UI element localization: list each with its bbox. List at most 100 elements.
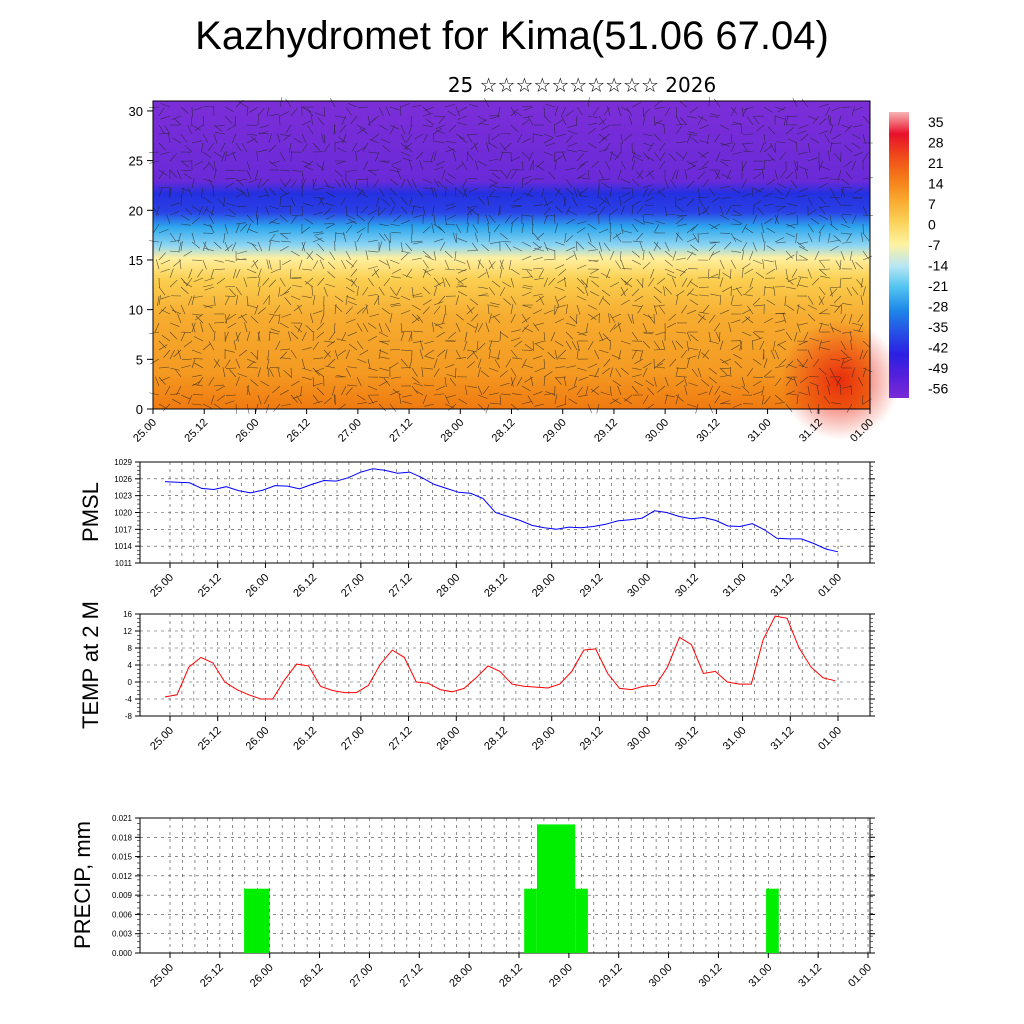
wind-barb	[548, 171, 556, 180]
wind-barb	[285, 98, 292, 108]
wind-barb	[317, 117, 325, 126]
wind-barb	[174, 368, 182, 378]
wind-barb	[592, 106, 600, 116]
wind-barb	[193, 384, 204, 387]
wind-barb	[184, 207, 193, 216]
wind-barb	[840, 358, 845, 369]
wind-barb	[664, 394, 675, 398]
wind-barb	[326, 340, 336, 348]
wind-barb	[620, 340, 631, 345]
wind-barb	[642, 261, 651, 270]
wind-barb	[499, 382, 510, 387]
wind-barb	[235, 222, 246, 225]
wind-barb	[846, 232, 853, 242]
wind-barb	[798, 166, 809, 171]
wind-barb	[798, 241, 809, 245]
wind-barb	[257, 241, 263, 252]
wind-barb	[653, 349, 664, 351]
wind-barb	[413, 330, 424, 333]
wind-barb	[283, 369, 292, 378]
wind-barb	[164, 385, 171, 395]
wind-barb	[745, 316, 754, 324]
wind-barb	[466, 259, 471, 270]
wind-barb	[845, 171, 853, 180]
wind-barb	[708, 251, 715, 261]
wind-barb	[314, 112, 325, 117]
wind-barb	[213, 331, 216, 342]
wind-barb	[818, 232, 821, 243]
wind-barb	[406, 179, 413, 189]
wind-barb	[702, 304, 710, 313]
wind-barb	[246, 331, 251, 342]
wind-barb	[270, 239, 281, 243]
wind-barb	[735, 287, 743, 297]
wind-barb	[462, 178, 468, 188]
wind-barb	[278, 313, 281, 324]
wind-barb	[480, 370, 490, 378]
wind-barb	[362, 323, 369, 333]
chart-title: Kazhydromet for Kima(51.06 67.04)	[195, 14, 829, 58]
wind-barb	[573, 376, 578, 387]
wind-barb	[777, 205, 787, 212]
wind-barb	[301, 178, 306, 189]
wind-barb	[554, 241, 565, 246]
wind-barb	[532, 159, 534, 171]
pmsl-panel-ylabel: PMSL	[78, 482, 103, 542]
wind-barb	[474, 160, 479, 171]
x-tick-label: 29.12	[597, 962, 625, 990]
wind-barb	[598, 133, 608, 141]
wind-barb	[164, 125, 171, 135]
wind-barb	[675, 106, 678, 117]
wind-barb	[554, 340, 564, 347]
wind-barb	[631, 205, 634, 216]
wind-barb	[367, 394, 374, 404]
wind-barb	[402, 157, 413, 162]
wind-barb	[846, 403, 853, 413]
wind-barb	[554, 286, 565, 291]
wind-barb	[365, 304, 369, 315]
wind-barb	[648, 251, 655, 261]
wind-barb	[631, 102, 642, 108]
wind-barb	[792, 97, 798, 108]
wind-barb	[732, 304, 743, 307]
wind-barb	[535, 164, 545, 171]
colorbar-label: -49	[928, 360, 948, 376]
wind-barb	[831, 106, 842, 112]
wind-barb	[406, 133, 413, 143]
wind-barb	[796, 241, 806, 249]
wind-barb	[150, 358, 160, 365]
wind-barb	[602, 297, 611, 306]
wind-barb	[251, 243, 259, 252]
wind-barb	[719, 232, 731, 234]
wind-barb	[862, 152, 869, 162]
y-tick-label: 25	[129, 154, 143, 169]
wind-barb	[209, 223, 215, 234]
wind-barb	[763, 218, 773, 225]
wind-barb	[411, 316, 421, 324]
wind-barb	[433, 301, 444, 306]
y-tick-label: 16	[123, 610, 132, 619]
wind-barb	[741, 161, 748, 171]
wind-barb	[689, 299, 699, 306]
wind-barb	[457, 122, 468, 126]
wind-barb	[246, 223, 251, 234]
wind-barb	[235, 187, 245, 194]
wind-barb	[532, 246, 543, 252]
wind-barb	[787, 364, 798, 369]
wind-barb	[831, 327, 842, 333]
wind-barb	[158, 133, 170, 135]
wind-barb	[862, 367, 867, 378]
wind-barb	[400, 250, 411, 254]
wind-barb	[609, 151, 619, 158]
wind-barb	[631, 350, 637, 360]
wind-barb	[235, 358, 241, 369]
wind-barb	[647, 187, 655, 197]
wind-barb	[410, 115, 413, 126]
wind-barb	[490, 302, 501, 306]
wind-barb	[714, 170, 721, 180]
wind-barb	[180, 169, 191, 172]
wind-barb	[834, 304, 842, 313]
wind-barb	[576, 304, 581, 315]
wind-barb	[843, 160, 853, 168]
wind-barb	[766, 245, 776, 252]
